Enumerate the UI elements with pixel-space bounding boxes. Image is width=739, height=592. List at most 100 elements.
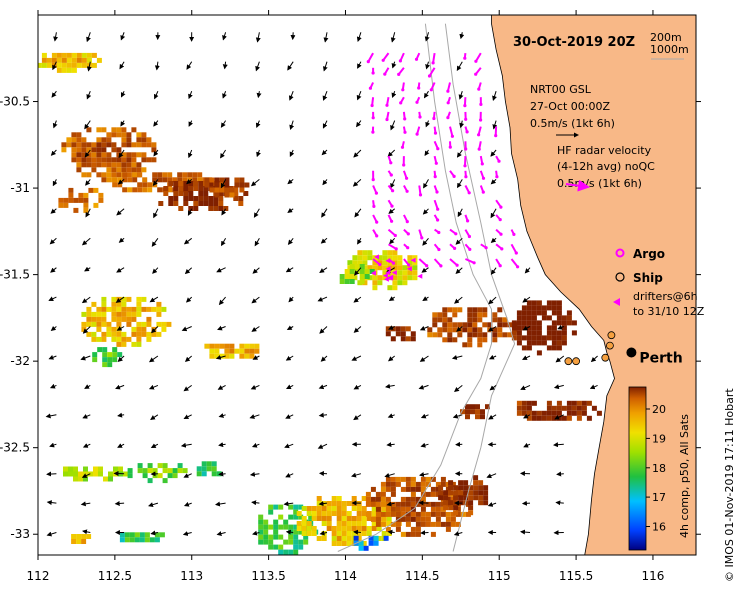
sst-cell — [326, 521, 332, 526]
sst-cell — [452, 327, 458, 333]
wind-arrow — [114, 500, 125, 506]
hf-arrow-head — [378, 262, 382, 267]
sst-cell — [63, 197, 69, 203]
sst-cell — [76, 162, 82, 168]
sst-cell — [106, 172, 112, 178]
sst-cell — [288, 534, 294, 540]
sst-cell — [356, 506, 362, 511]
sst-cell — [86, 311, 92, 317]
sst-cell — [244, 348, 250, 354]
sst-cell — [168, 201, 174, 206]
sst-cell — [258, 519, 264, 525]
sst-cell — [196, 471, 202, 477]
sst-cell — [425, 516, 431, 522]
sst-cell — [336, 531, 342, 536]
sst-cell — [161, 326, 167, 332]
sst-cell — [278, 544, 284, 550]
sst-cell — [177, 463, 183, 469]
sst-cell — [81, 157, 87, 163]
sst-cell — [63, 202, 69, 208]
sst-cell — [96, 57, 102, 63]
wind-arrow — [455, 267, 463, 274]
sst-cell — [531, 410, 537, 416]
sst-cell — [224, 187, 230, 193]
sst-cell — [204, 177, 210, 183]
sst-cell — [516, 325, 522, 331]
wind-arrow — [255, 120, 261, 129]
sst-cell — [561, 320, 567, 326]
argo-float — [607, 331, 616, 340]
sst-cell — [131, 316, 137, 322]
sst-cell — [482, 307, 488, 313]
sst-cell — [475, 409, 480, 415]
sst-cell — [131, 326, 137, 332]
sst-cell — [430, 506, 436, 512]
sst-cell — [209, 187, 215, 193]
wind-arrow — [52, 179, 58, 187]
wind-arrow — [52, 120, 58, 129]
wind-arrow — [384, 472, 395, 478]
wind-arrow — [151, 238, 159, 247]
sst-cell — [478, 485, 484, 491]
sst-cell — [551, 410, 557, 416]
wind-arrow — [318, 412, 328, 418]
sst-cell — [516, 340, 522, 346]
sst-cell — [380, 486, 386, 492]
wind-arrow — [80, 355, 91, 361]
sst-cell — [516, 330, 522, 336]
wind-arrow — [184, 267, 193, 275]
sst-cell — [121, 157, 127, 163]
sst-cell — [462, 342, 468, 348]
wind-arrow — [317, 443, 328, 449]
sst-cell — [445, 496, 451, 502]
wind-arrow — [222, 91, 227, 99]
sst-cell — [224, 353, 230, 359]
sst-cell — [556, 305, 562, 311]
sst-cell — [288, 514, 294, 520]
sst-cell — [366, 526, 372, 531]
sst-cell — [443, 490, 449, 496]
wind-arrow — [458, 91, 464, 100]
sst-cell — [97, 347, 103, 353]
sst-cell — [224, 348, 230, 354]
wind-arrow — [288, 91, 294, 101]
wind-arrow — [319, 530, 328, 536]
sst-cell — [397, 265, 403, 271]
sst-cell — [121, 137, 127, 143]
sst-cell — [390, 506, 396, 512]
sst-cell — [472, 322, 478, 328]
sst-cell — [118, 466, 123, 472]
sst-cell — [61, 142, 67, 148]
sst-cell — [468, 495, 474, 501]
sst-cell — [76, 534, 82, 539]
sst-cell — [129, 537, 135, 543]
y-axis: -30.5-31-31.5-32-32.5-33 — [0, 95, 701, 541]
wind-arrow — [354, 267, 362, 276]
sst-cell — [258, 534, 264, 540]
sst-cell — [442, 327, 448, 333]
hf-arrow-head — [403, 117, 407, 121]
sst-cell — [146, 137, 152, 143]
sst-cell — [278, 534, 284, 540]
sst-cell — [377, 255, 383, 261]
sst-cell — [106, 152, 112, 158]
hf-arrow-head — [466, 219, 470, 223]
sst-cell — [301, 531, 307, 536]
sst-cell — [526, 400, 532, 406]
sst-cell — [556, 340, 562, 346]
wind-arrow — [183, 473, 192, 478]
sst-cell — [511, 320, 517, 326]
wind-arrow — [453, 531, 463, 536]
wind-arrow — [118, 237, 125, 243]
sst-cell — [546, 410, 552, 416]
sst-cell — [254, 343, 260, 349]
sst-cell — [283, 549, 289, 555]
sst-cell — [178, 186, 184, 191]
sst-cell — [229, 343, 235, 349]
hf-arrow-head — [436, 147, 440, 151]
wind-arrow — [253, 208, 260, 218]
sst-cell — [468, 490, 474, 496]
sst-cell — [551, 310, 557, 316]
sst-cell — [223, 206, 229, 211]
sst-cell — [101, 172, 107, 178]
